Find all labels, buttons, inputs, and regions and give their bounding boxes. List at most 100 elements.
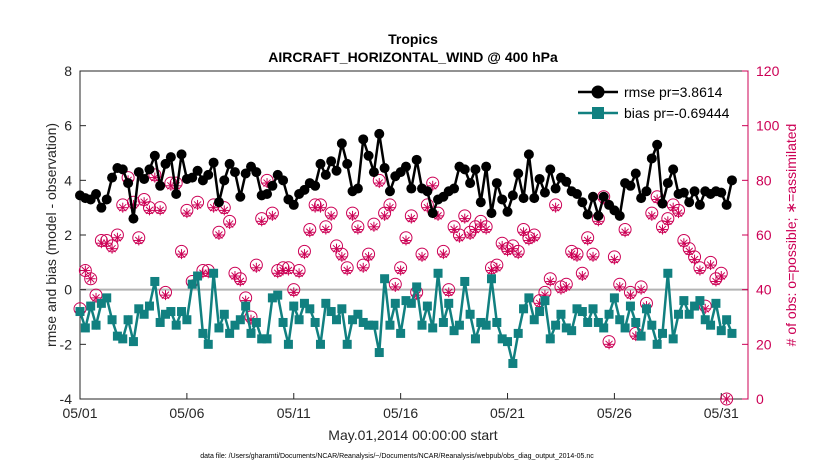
rmse-point: [165, 152, 176, 163]
bias-point: [155, 317, 165, 327]
rmse-point: [133, 167, 144, 178]
rmse-point: [299, 184, 310, 195]
bias-point: [107, 315, 117, 325]
rmse-series: [75, 128, 737, 224]
bias-point: [551, 320, 561, 330]
rmse-point: [310, 180, 321, 191]
bias-point: [444, 298, 454, 308]
bias-point: [214, 323, 224, 333]
bias-point: [593, 317, 603, 327]
rmse-point: [288, 199, 299, 210]
possible-point: [223, 214, 237, 228]
possible-point: [543, 272, 557, 286]
rmse-point: [614, 210, 625, 221]
possible-point: [175, 244, 189, 258]
rmse-point: [262, 189, 273, 199]
y-tick-label: 6: [64, 118, 72, 134]
possible-point: [233, 272, 247, 286]
rmse-point: [91, 189, 102, 199]
possible-point: [618, 223, 632, 237]
possible-point: [581, 231, 595, 245]
bias-point: [123, 315, 133, 325]
possible-point: [159, 285, 173, 299]
possible-point: [335, 247, 349, 261]
possible-point: [132, 231, 146, 245]
rmse-point: [571, 189, 582, 199]
bias-point: [193, 271, 203, 281]
bias-point: [310, 317, 320, 327]
possible-point: [394, 261, 408, 275]
y-right-tick-label: 0: [756, 391, 764, 407]
possible-point: [399, 231, 413, 245]
bias-point: [583, 317, 593, 327]
rmse-point: [529, 193, 540, 204]
x-axis-label: May.01,2014 00:00:00 start: [328, 427, 498, 443]
rmse-point: [497, 194, 508, 205]
bias-point: [267, 293, 277, 303]
bias-point: [262, 334, 272, 344]
rmse-point: [155, 180, 166, 191]
possible-point: [303, 223, 317, 237]
rmse-point: [422, 186, 433, 197]
rmse-point: [400, 161, 411, 172]
rmse-point: [96, 202, 107, 213]
bias-point: [668, 334, 678, 344]
y-right-tick-label: 100: [756, 118, 780, 134]
bias-point: [588, 304, 598, 314]
rmse-point: [203, 169, 214, 180]
x-tick-label: 05/21: [490, 405, 525, 421]
possible-point: [672, 203, 686, 217]
y-tick-label: 2: [64, 227, 72, 243]
bias-point: [118, 334, 128, 344]
possible-point: [313, 198, 327, 212]
rmse-point: [598, 191, 609, 202]
rmse-point: [561, 176, 572, 187]
rmse-point: [379, 163, 390, 174]
bias-point: [161, 309, 171, 319]
bias-point: [294, 315, 304, 325]
bias-point: [219, 309, 229, 319]
rmse-point: [449, 183, 460, 194]
rmse-point: [465, 178, 476, 189]
rmse-point: [160, 158, 171, 169]
possible-point: [356, 258, 370, 272]
bias-point: [396, 328, 406, 338]
rmse-point: [411, 154, 422, 165]
y-axis-right: 0 20 40 60 80 100 120: [742, 63, 780, 407]
possible-point: [607, 250, 621, 264]
rmse-point: [486, 208, 497, 219]
rmse-point: [117, 164, 128, 175]
bias-point: [679, 296, 689, 306]
possible-markers: [73, 168, 734, 406]
y-axis-left: -4 -2 0 2 4 6 8: [60, 63, 86, 407]
possible-point: [720, 392, 734, 406]
possible-point: [180, 203, 194, 217]
possible-point: [212, 225, 226, 239]
possible-point: [527, 228, 541, 242]
bias-point: [417, 320, 427, 330]
bias-point: [337, 304, 347, 314]
bias-point: [540, 296, 550, 306]
rmse-point: [721, 199, 732, 210]
rmse-point: [331, 165, 342, 176]
bias-point: [449, 326, 459, 336]
rmse-point: [582, 209, 593, 220]
y-axis-label-left: rmse and bias (model - observation): [43, 123, 59, 347]
bias-point: [209, 268, 219, 278]
bias-point: [481, 320, 491, 330]
y-right-tick-label: 80: [756, 172, 772, 188]
possible-point: [116, 198, 130, 212]
possible-point: [281, 261, 295, 275]
bias-series: [75, 268, 737, 368]
bias-point: [422, 301, 432, 311]
rmse-point: [726, 175, 737, 186]
bias-point: [631, 317, 641, 327]
rmse-point: [278, 175, 289, 186]
bias-point: [470, 334, 480, 344]
bias-point: [273, 290, 283, 300]
bias-point: [652, 339, 662, 349]
possible-point: [249, 258, 263, 272]
possible-point: [153, 201, 167, 215]
rmse-point: [502, 206, 513, 217]
bias-point: [225, 328, 235, 338]
